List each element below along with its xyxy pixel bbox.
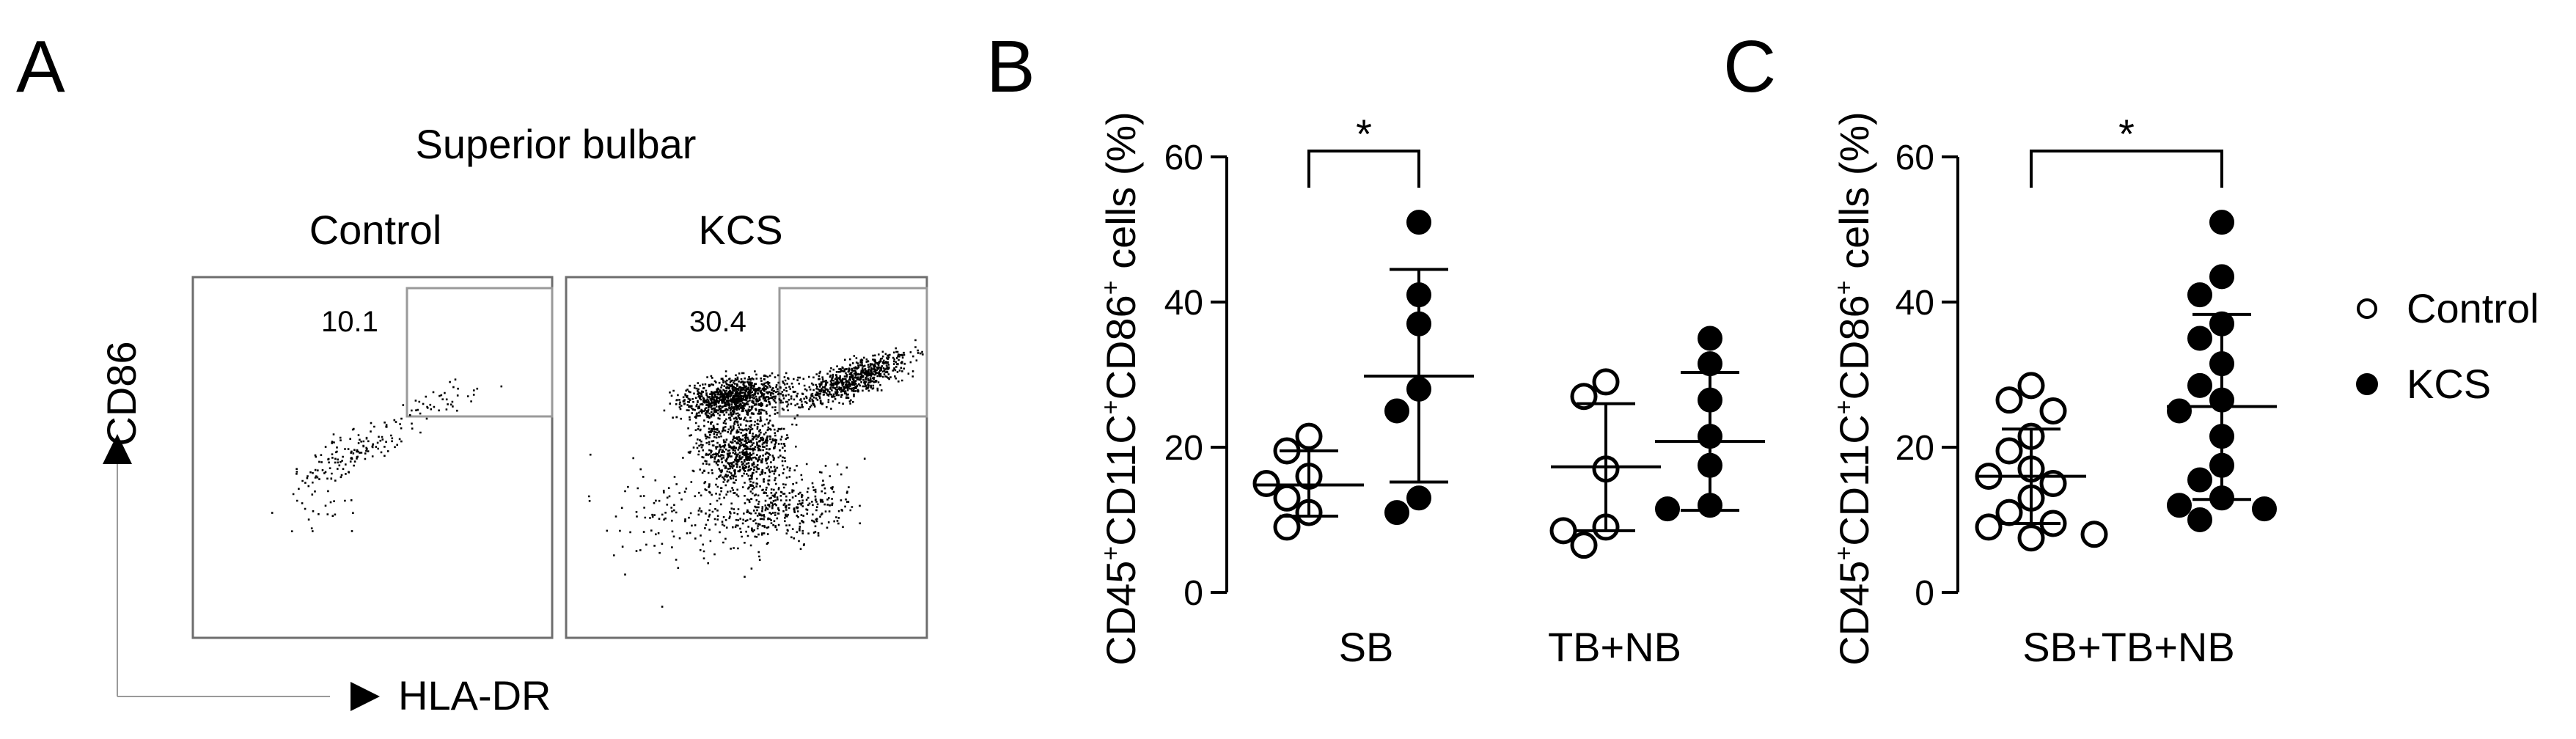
- flow-events-cluster: [694, 457, 866, 550]
- kcs-point: [2209, 210, 2234, 235]
- flow-events-kcs: [588, 339, 924, 608]
- panel-label-c: C: [1723, 26, 1776, 108]
- y-axis-label-c: CD45+CD11C+CD86+ cells (%): [1830, 111, 1877, 666]
- kcs-point: [1384, 398, 1409, 424]
- flow-gate-control: [406, 287, 554, 418]
- kcs-point: [2187, 372, 2212, 398]
- control-point: [2080, 521, 2108, 548]
- flow-events-cluster: [663, 370, 801, 424]
- control-point: [1995, 499, 2023, 526]
- kcs-point: [2187, 467, 2212, 493]
- panel-c-chart: CD45+CD11C+CD86+ cells (%) 0 20 40 60 SB+TB+…: [1830, 111, 2539, 670]
- legend-kcs-marker-icon: [2356, 373, 2378, 395]
- category-label: SB+TB+NB: [2022, 624, 2234, 670]
- flow-events-cluster: [682, 392, 798, 505]
- kcs-point: [2187, 326, 2212, 351]
- y-direction-arrow-icon: [103, 434, 132, 464]
- control-point: [2017, 524, 2045, 552]
- marks-b: *: [1252, 111, 1765, 559]
- flow-events-cluster: [774, 339, 924, 426]
- axes-b: 0 20 40 60 SB TB+NB: [1164, 139, 1681, 670]
- panel-b-chart: CD45+CD11C+CD86+ cells (%) 0 20 40 60 SB TB+N…: [1097, 111, 1765, 670]
- kcs-point: [1406, 485, 1431, 511]
- y-axis-label-b: CD45+CD11C+CD86+ cells (%): [1097, 111, 1144, 666]
- kcs-point: [1698, 326, 1722, 351]
- kcs-point: [2209, 264, 2234, 290]
- flow-events-cluster: [292, 409, 428, 496]
- control-point: [1995, 437, 2023, 465]
- kcs-point: [1406, 210, 1431, 235]
- flow-title: Superior bulbar: [416, 121, 697, 167]
- flow-events-control: [271, 378, 503, 532]
- panel-label-b: B: [986, 26, 1035, 108]
- flow-events-cluster: [393, 378, 503, 422]
- y-tick-label: 40: [1164, 284, 1203, 323]
- kcs-point: [2252, 496, 2277, 522]
- y-tick-label: 60: [1164, 139, 1203, 177]
- panel-a-flow-plots: Superior bulbar Control KCS 10.1 30.4 CD…: [98, 121, 928, 718]
- x-marker-label: HLA-DR: [398, 672, 551, 718]
- legend-kcs-label: KCS: [2407, 361, 2491, 407]
- control-point: [2017, 372, 2045, 400]
- flow-events-cluster: [271, 476, 354, 532]
- panel-label-a: A: [16, 26, 65, 108]
- y-tick-label: 20: [1164, 429, 1203, 468]
- control-point: [1570, 532, 1598, 559]
- y-tick-label: 60: [1896, 139, 1934, 177]
- control-point: [1295, 422, 1323, 450]
- kcs-point: [1384, 500, 1409, 526]
- legend: Control KCS: [2356, 285, 2539, 407]
- kcs-point: [1655, 496, 1680, 522]
- category-label: SB: [1339, 624, 1394, 670]
- flow-plot-kcs-frame: [565, 276, 928, 639]
- control-point: [1975, 513, 2003, 541]
- control-point: [1995, 386, 2023, 414]
- control-point: [1549, 517, 1577, 545]
- flow-column-control: Control: [309, 207, 442, 253]
- control-point: [1592, 368, 1620, 396]
- y-tick-label: 0: [1184, 574, 1203, 613]
- legend-control-marker-icon: [2357, 298, 2377, 319]
- kcs-point: [2167, 493, 2192, 518]
- category-label: TB+NB: [1548, 624, 1681, 670]
- flow-percent-kcs: 30.4: [689, 306, 746, 338]
- significance-star: *: [1356, 111, 1372, 157]
- kcs-point: [2187, 507, 2212, 532]
- significance-star: *: [2118, 111, 2135, 157]
- flow-plot-control-frame: [191, 276, 554, 639]
- control-point: [2039, 397, 2067, 424]
- control-point: [1273, 484, 1301, 512]
- x-direction-arrow-icon: [351, 682, 380, 711]
- kcs-point: [2187, 282, 2212, 308]
- control-point: [1273, 513, 1301, 541]
- marks-c: *: [1975, 111, 2277, 552]
- y-tick-label: 20: [1896, 429, 1934, 468]
- significance-bracket: [2030, 150, 2223, 188]
- axes-c: 0 20 40 60 SB+TB+NB: [1896, 139, 2235, 670]
- y-marker-label: CD86: [98, 341, 144, 446]
- flow-percent-control: 10.1: [321, 306, 378, 338]
- flow-events-cluster: [588, 434, 805, 608]
- kcs-point: [2167, 398, 2192, 424]
- y-tick-label: 40: [1896, 284, 1934, 323]
- flow-column-kcs: KCS: [698, 207, 782, 253]
- legend-control-label: Control: [2407, 285, 2539, 331]
- y-tick-label: 0: [1915, 574, 1934, 613]
- significance-bracket: [1307, 150, 1420, 188]
- flow-gate-kcs: [778, 287, 928, 418]
